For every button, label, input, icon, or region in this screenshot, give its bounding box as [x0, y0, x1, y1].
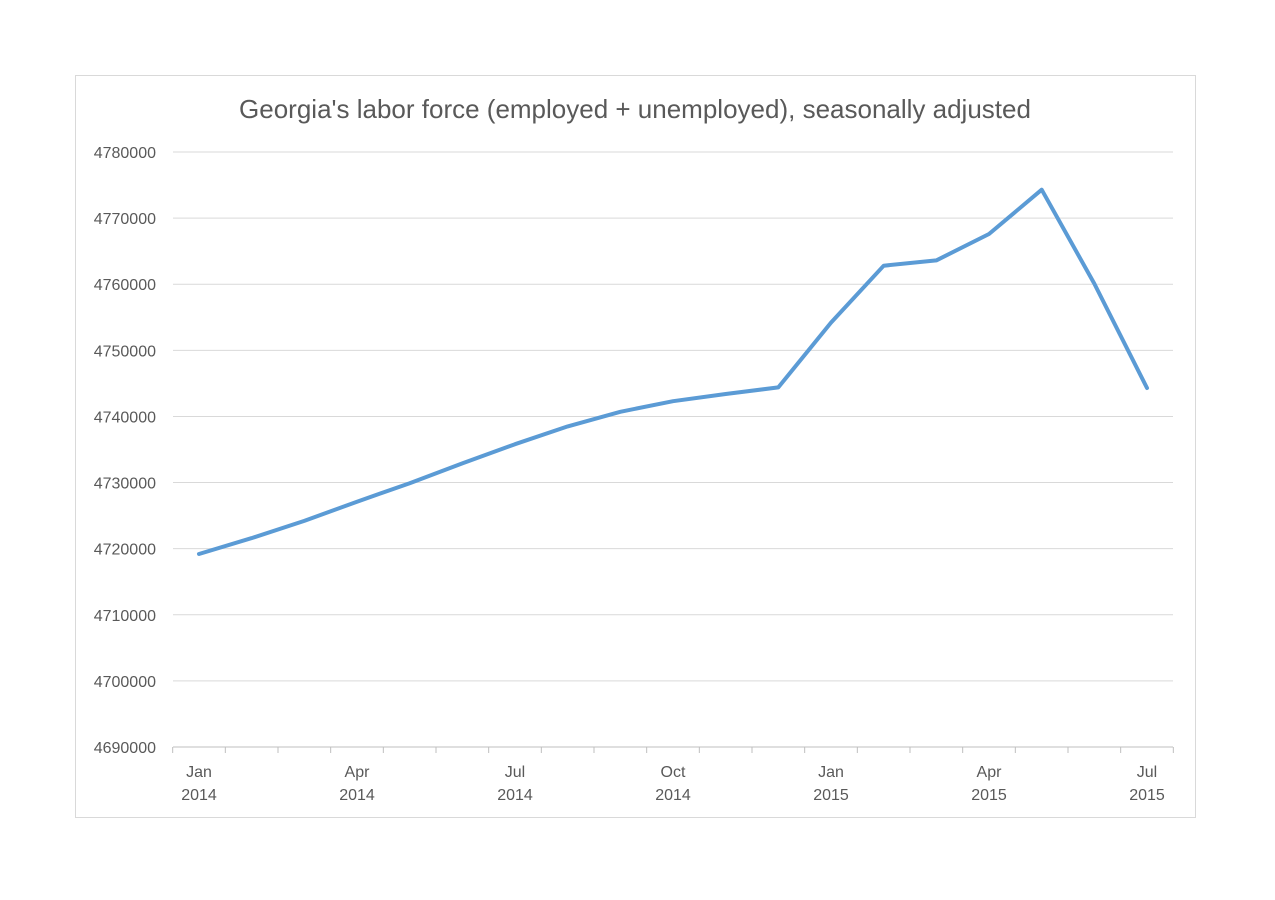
- y-tick-label: 4740000: [94, 409, 156, 426]
- x-tick-label-month: Jul: [505, 764, 525, 781]
- y-tick-label: 4760000: [94, 277, 156, 294]
- y-tick-label: 4720000: [94, 542, 156, 559]
- x-tick-label-year: 2015: [813, 787, 849, 804]
- y-axis: 4690000 4700000 4710000 4720000 4730000 47400…: [94, 145, 156, 757]
- x-tick-label-month: Jan: [186, 764, 212, 781]
- y-tick-label: 4750000: [94, 343, 156, 360]
- x-tick-label-month: Jan: [818, 764, 844, 781]
- gridlines: [173, 151, 1173, 682]
- x-axis: Jan 2014 Apr 2014 Jul 2014 Oct 2014 Jan 2015 Apr 20…: [172, 746, 1174, 804]
- x-tick-label-month: Apr: [977, 764, 1003, 781]
- x-tick-label-year: 2015: [1129, 787, 1165, 804]
- chart-title: Georgia's labor force (employed + unempl…: [239, 94, 1031, 124]
- x-tick-label-year: 2014: [497, 787, 533, 804]
- x-tick-label-month: Jul: [1137, 764, 1157, 781]
- series-line: [197, 187, 1149, 556]
- y-tick-label: 4690000: [94, 740, 156, 757]
- y-tick-label: 4780000: [94, 145, 156, 162]
- y-tick-label: 4730000: [94, 476, 156, 493]
- x-tick-label-month: Oct: [661, 764, 686, 781]
- chart-frame: [75, 75, 1196, 818]
- x-tick-label-month: Apr: [345, 764, 371, 781]
- x-tick-label-year: 2014: [655, 787, 691, 804]
- x-tick-label-year: 2014: [339, 787, 375, 804]
- x-tick-label-year: 2014: [181, 787, 217, 804]
- series-layer: [197, 187, 1149, 556]
- x-tick-label-year: 2015: [971, 787, 1007, 804]
- y-tick-label: 4710000: [94, 608, 156, 625]
- y-tick-label: 4700000: [94, 674, 156, 691]
- y-tick-label: 4770000: [94, 211, 156, 228]
